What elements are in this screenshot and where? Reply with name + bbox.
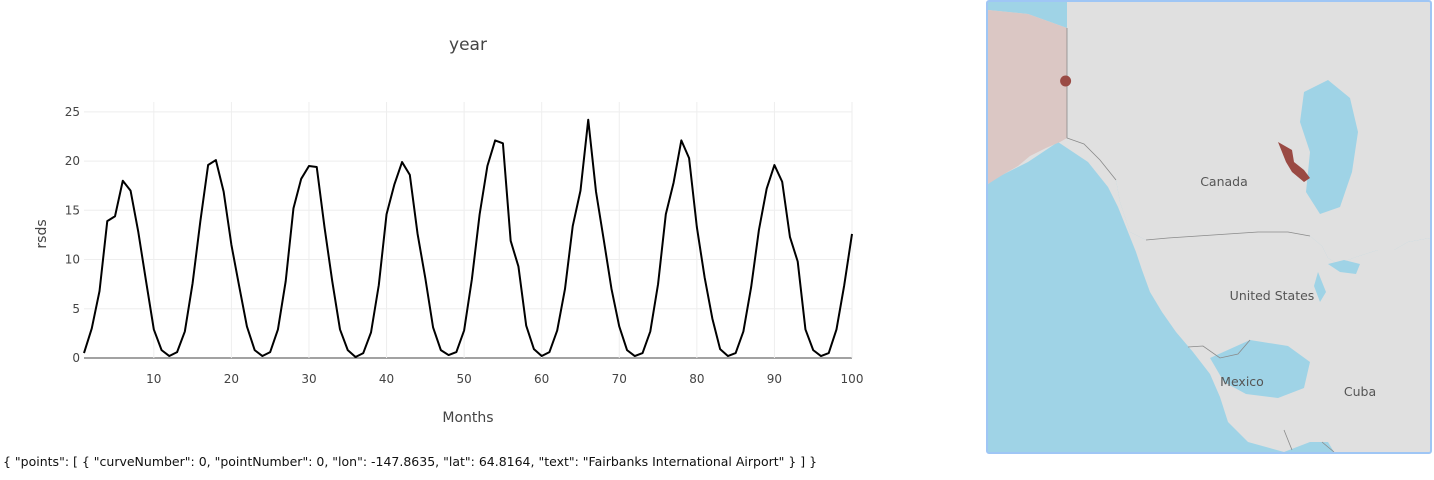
series-line[interactable] (83, 118, 853, 359)
chart-series-layer[interactable] (83, 118, 853, 359)
x-tick-label: 80 (689, 372, 704, 386)
great-lakes (1314, 260, 1360, 302)
hudson-bay (1300, 80, 1358, 214)
north-america-map[interactable]: Canada United States Mexico Cuba (988, 2, 1430, 452)
country-borders (1066, 28, 1335, 452)
label-united-states: United States (1230, 288, 1315, 303)
x-tick-label: 70 (612, 372, 627, 386)
y-tick-label: 5 (72, 302, 80, 316)
label-cuba: Cuba (1344, 384, 1376, 399)
label-mexico: Mexico (1220, 374, 1264, 389)
x-tick-label: 30 (301, 372, 316, 386)
alaska-selected-region[interactable] (988, 10, 1067, 184)
x-tick-label: 10 (146, 372, 161, 386)
highlighted-polygon[interactable] (1278, 142, 1310, 182)
y-tick-label: 20 (65, 154, 80, 168)
x-tick-label: 60 (534, 372, 549, 386)
x-tick-label: 50 (456, 372, 471, 386)
x-tick-label: 20 (224, 372, 239, 386)
y-axis-title: rsds (34, 219, 50, 248)
selection-readout: { "points": [ { "curveNumber": 0, "point… (3, 454, 818, 469)
landmass (988, 10, 1430, 452)
chart-title: year (449, 35, 487, 55)
line-chart[interactable]: year 0 5 10 15 20 25 10 20 30 40 50 60 70 80 90 100 Mon… (0, 0, 970, 440)
y-tick-label: 15 (65, 203, 80, 217)
x-tick-label: 40 (379, 372, 394, 386)
caribbean-islands (1332, 388, 1412, 412)
fairbanks-marker[interactable] (1060, 75, 1072, 87)
x-axis-title: Months (442, 410, 493, 426)
chart-tick-labels: 0 5 10 15 20 25 10 20 30 40 50 60 70 80 90 100 (65, 105, 864, 386)
y-tick-label: 10 (65, 253, 80, 267)
map-panel[interactable]: Canada United States Mexico Cuba (986, 0, 1432, 454)
y-tick-label: 0 (72, 351, 80, 365)
y-tick-label: 25 (65, 105, 80, 119)
x-tick-label: 90 (767, 372, 782, 386)
label-canada: Canada (1200, 174, 1248, 189)
x-tick-label: 100 (841, 372, 864, 386)
